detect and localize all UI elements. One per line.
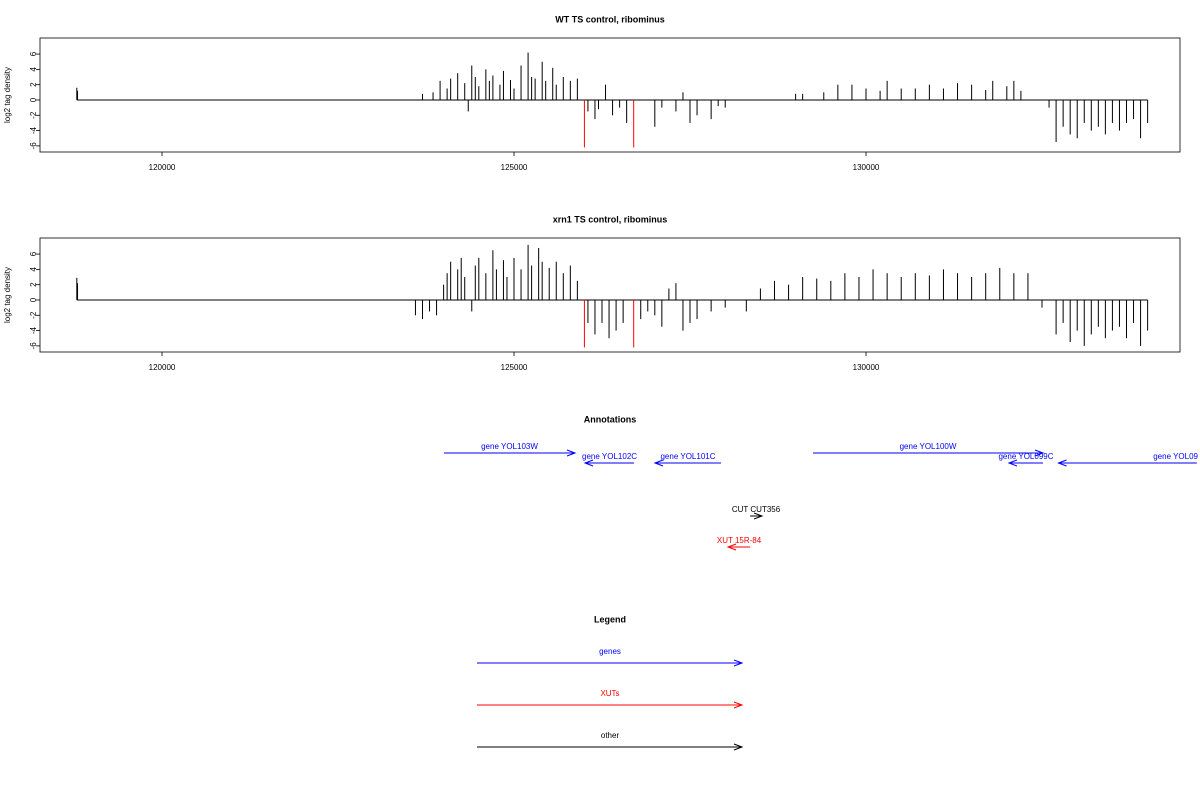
y-tick-label: 6 <box>29 51 38 56</box>
x-tick-label: 130000 <box>853 363 880 372</box>
feature-label: XUT 15R-84 <box>717 536 762 545</box>
legend-arrow-head <box>733 701 744 709</box>
panel-title: WT TS control, ribominus <box>555 14 665 24</box>
y-axis-label: log2 tag density <box>3 267 12 323</box>
feature-label: gene YOL09 <box>1153 452 1198 461</box>
y-tick-label: -2 <box>29 111 38 119</box>
feature-label: gene YOL099C <box>998 452 1053 461</box>
x-tick-label: 120000 <box>149 163 176 172</box>
legend-label: other <box>601 731 620 740</box>
legend-label: genes <box>599 647 621 656</box>
y-tick-label: 2 <box>29 82 38 87</box>
x-tick-label: 130000 <box>853 163 880 172</box>
feature-label: CUT CUT356 <box>732 505 781 514</box>
feature-arrow-head <box>1007 459 1018 467</box>
y-tick-label: -6 <box>29 142 38 150</box>
x-tick-label: 120000 <box>149 363 176 372</box>
legend-arrow-head <box>733 743 744 751</box>
annotations-title: Annotations <box>584 414 637 424</box>
legend-arrow-head <box>733 659 744 667</box>
plot-frame <box>39 37 1181 153</box>
feature-label: gene YOL102C <box>582 452 637 461</box>
feature-arrow-head <box>1034 449 1045 457</box>
y-tick-label: 0 <box>29 297 38 302</box>
feature-arrow-head <box>726 543 737 551</box>
y-tick-label: -4 <box>29 326 38 334</box>
y-tick-label: 6 <box>29 251 38 256</box>
feature-arrow-head <box>583 459 594 467</box>
legend-title: Legend <box>594 614 626 624</box>
feature-label: gene YOL103W <box>481 442 538 451</box>
y-axis-label: log2 tag density <box>3 67 12 123</box>
y-tick-label: -6 <box>29 342 38 350</box>
feature-arrow-head <box>653 459 664 467</box>
y-tick-label: 0 <box>29 97 38 102</box>
feature-arrow-head <box>753 512 764 520</box>
x-tick-label: 125000 <box>501 163 528 172</box>
plot-frame <box>39 237 1181 353</box>
y-tick-label: 4 <box>29 267 38 272</box>
x-tick-label: 125000 <box>501 363 528 372</box>
panel-title: xrn1 TS control, ribominus <box>553 214 668 224</box>
legend-label: XUTs <box>600 689 619 698</box>
feature-arrow-head <box>1057 459 1067 467</box>
y-tick-label: 4 <box>29 67 38 72</box>
y-tick-label: 2 <box>29 282 38 287</box>
feature-arrow-head <box>566 449 577 457</box>
y-tick-label: -4 <box>29 126 38 134</box>
feature-label: gene YOL100W <box>900 442 957 451</box>
feature-label: gene YOL101C <box>660 452 715 461</box>
y-tick-label: -2 <box>29 311 38 319</box>
